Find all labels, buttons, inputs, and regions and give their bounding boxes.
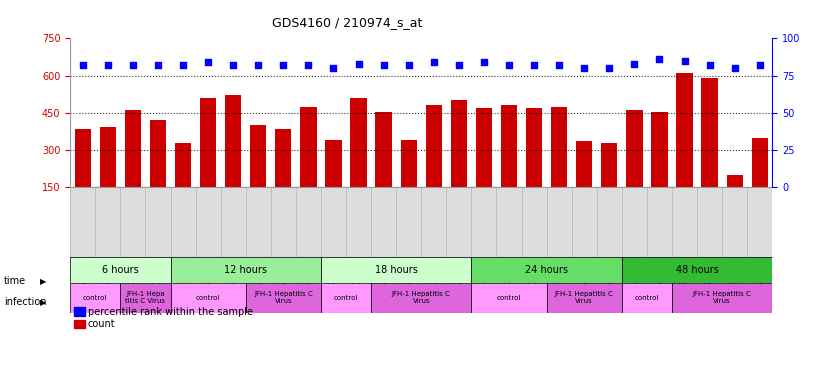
- Point: [252, 62, 265, 68]
- Bar: [376, 112, 392, 187]
- Bar: [401, 140, 417, 187]
- Bar: [225, 96, 241, 187]
- Bar: [476, 108, 492, 187]
- Point: [628, 61, 641, 67]
- Text: control: control: [334, 295, 358, 301]
- Text: ▶: ▶: [40, 276, 46, 286]
- Bar: [121, 283, 170, 313]
- Text: JFH-1 Hepatitis C
Virus: JFH-1 Hepatitis C Virus: [555, 291, 614, 305]
- Point: [402, 62, 415, 68]
- Point: [703, 62, 716, 68]
- Point: [352, 61, 365, 67]
- Bar: [701, 78, 718, 187]
- Point: [277, 62, 290, 68]
- Text: infection: infection: [4, 297, 46, 307]
- Bar: [601, 142, 618, 187]
- Bar: [371, 283, 472, 313]
- Text: control: control: [196, 295, 221, 301]
- Point: [453, 62, 466, 68]
- Point: [327, 65, 340, 71]
- Bar: [547, 283, 622, 313]
- Bar: [526, 108, 542, 187]
- Bar: [70, 283, 121, 313]
- Bar: [100, 126, 116, 187]
- Text: 18 hours: 18 hours: [375, 265, 418, 275]
- Point: [753, 62, 767, 68]
- Bar: [350, 98, 367, 187]
- Point: [226, 62, 240, 68]
- Point: [126, 62, 140, 68]
- Text: count: count: [88, 319, 115, 329]
- Point: [102, 62, 115, 68]
- Text: control: control: [496, 295, 521, 301]
- Bar: [727, 175, 743, 187]
- Text: 6 hours: 6 hours: [102, 265, 139, 275]
- Bar: [672, 283, 772, 313]
- Point: [301, 62, 315, 68]
- Bar: [472, 283, 547, 313]
- Point: [553, 62, 566, 68]
- Text: control: control: [634, 295, 659, 301]
- Text: 24 hours: 24 hours: [525, 265, 568, 275]
- Bar: [676, 73, 693, 187]
- Point: [528, 62, 541, 68]
- Bar: [622, 257, 772, 283]
- Bar: [451, 101, 467, 187]
- Point: [502, 62, 515, 68]
- Point: [427, 59, 440, 65]
- Bar: [246, 283, 321, 313]
- Bar: [576, 141, 592, 187]
- Text: GDS4160 / 210974_s_at: GDS4160 / 210974_s_at: [272, 16, 422, 29]
- Point: [728, 65, 741, 71]
- Point: [603, 65, 616, 71]
- Point: [678, 58, 691, 64]
- Bar: [626, 110, 643, 187]
- Bar: [301, 107, 316, 187]
- Text: JFH-1 Hepatitis C
Virus: JFH-1 Hepatitis C Virus: [254, 291, 313, 305]
- Bar: [652, 112, 667, 187]
- Text: 12 hours: 12 hours: [224, 265, 268, 275]
- Text: JFH-1 Hepatitis C
Virus: JFH-1 Hepatitis C Virus: [693, 291, 752, 305]
- Bar: [170, 283, 246, 313]
- Bar: [501, 106, 517, 187]
- Bar: [175, 142, 191, 187]
- Bar: [70, 257, 170, 283]
- Text: percentile rank within the sample: percentile rank within the sample: [88, 307, 253, 317]
- Bar: [472, 257, 622, 283]
- Point: [653, 56, 666, 62]
- Text: control: control: [83, 295, 107, 301]
- Bar: [170, 257, 321, 283]
- Point: [151, 62, 164, 68]
- Text: JFH-1 Hepatitis C
Virus: JFH-1 Hepatitis C Virus: [392, 291, 451, 305]
- Point: [177, 62, 190, 68]
- Bar: [200, 98, 216, 187]
- Bar: [275, 129, 292, 187]
- Point: [477, 59, 491, 65]
- Bar: [321, 283, 371, 313]
- Bar: [622, 283, 672, 313]
- Bar: [125, 110, 141, 187]
- Bar: [74, 129, 91, 187]
- Bar: [425, 106, 442, 187]
- Text: time: time: [4, 276, 26, 286]
- Text: 48 hours: 48 hours: [676, 265, 719, 275]
- Text: ▶: ▶: [40, 298, 46, 307]
- Point: [202, 59, 215, 65]
- Bar: [321, 257, 472, 283]
- Bar: [752, 138, 768, 187]
- Text: JFH-1 Hepa
titis C Virus: JFH-1 Hepa titis C Virus: [126, 291, 165, 305]
- Point: [76, 62, 89, 68]
- Bar: [250, 125, 267, 187]
- Bar: [150, 120, 166, 187]
- Bar: [325, 140, 342, 187]
- Point: [377, 62, 390, 68]
- Bar: [551, 107, 567, 187]
- Point: [577, 65, 591, 71]
